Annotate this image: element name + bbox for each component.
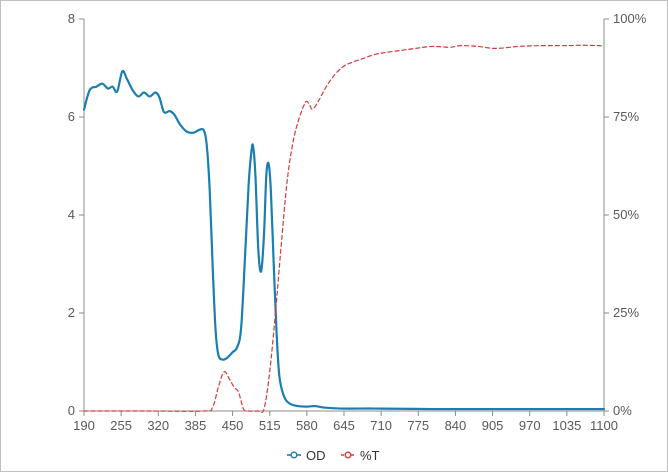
x-tick-label: 905 (482, 418, 504, 433)
left-tick-label: 4 (68, 207, 75, 222)
x-tick-label: 645 (333, 418, 355, 433)
x-tick-label: 1035 (552, 418, 581, 433)
right-tick-label: 0% (613, 403, 632, 418)
right-axis-ticks: 0% 25% 50% 75% 100% (604, 11, 647, 418)
x-tick-label: 450 (222, 418, 244, 433)
legend-label-percent-t: %T (360, 448, 380, 463)
x-axis-ticks: 190 255 320 385 450 515 580 645 710 775 840 905 970 1… (73, 411, 618, 433)
series-layer (82, 44, 606, 414)
right-tick-label: 25% (613, 305, 639, 320)
x-tick-label: 1100 (590, 418, 618, 433)
series-line-od (82, 69, 606, 411)
left-tick-label: 0 (68, 403, 75, 418)
x-tick-label: 255 (110, 418, 132, 433)
right-tick-label: 100% (613, 11, 647, 26)
x-tick-label: 385 (185, 418, 207, 433)
x-tick-label: 775 (407, 418, 429, 433)
x-tick-label: 580 (296, 418, 318, 433)
legend: OD %T (287, 448, 380, 463)
x-tick-label: 515 (259, 418, 281, 433)
legend-label-od: OD (306, 448, 326, 463)
left-tick-label: 8 (68, 11, 75, 26)
x-tick-label: 320 (147, 418, 169, 433)
x-tick-label: 970 (519, 418, 541, 433)
x-tick-label: 190 (73, 418, 95, 433)
x-tick-label: 710 (370, 418, 392, 433)
right-tick-label: 75% (613, 109, 639, 124)
legend-swatch-marker-od (290, 451, 298, 459)
left-axis-ticks: 0 2 4 6 8 (68, 11, 84, 418)
x-tick-label: 840 (445, 418, 467, 433)
series-line-percent-t (83, 44, 605, 414)
left-tick-label: 2 (68, 305, 75, 320)
left-tick-label: 6 (68, 109, 75, 124)
legend-swatch-marker-percent-t (344, 451, 352, 459)
right-tick-label: 50% (613, 207, 639, 222)
